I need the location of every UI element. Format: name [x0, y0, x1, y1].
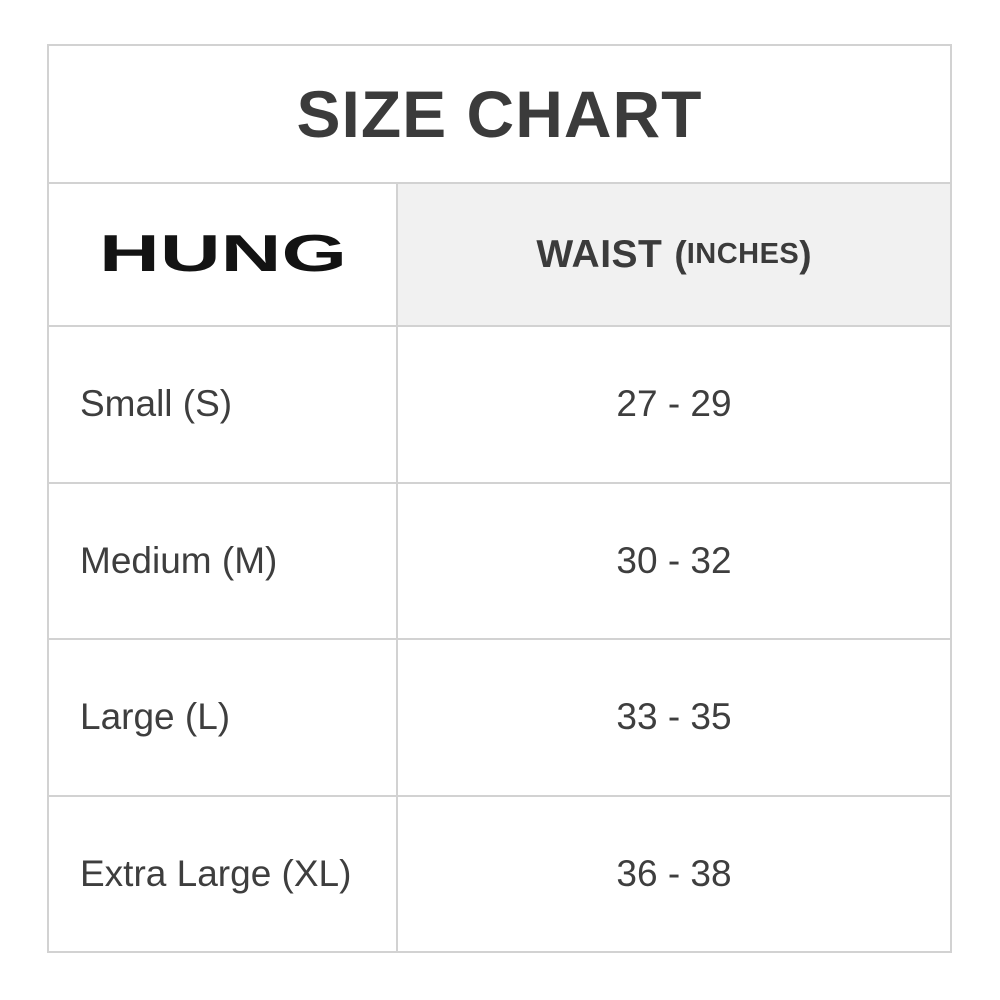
- title-row: SIZE CHART: [49, 46, 950, 184]
- brand-logo-text: HUNG: [99, 228, 347, 282]
- waist-column-header: WAIST (INCHES): [398, 184, 950, 325]
- size-chart-table: SIZE CHART HUNG WAIST (INCHES) Small (S) …: [47, 44, 952, 953]
- brand-logo: HUNG: [99, 228, 347, 282]
- size-cell: Large (L): [49, 640, 398, 795]
- waist-cell: 33 - 35: [616, 696, 732, 738]
- size-cell: Medium (M): [49, 483, 398, 638]
- size-cell: Small (S): [49, 327, 398, 482]
- table-row: Medium (M) 30 - 32: [49, 483, 950, 640]
- size-cell: Extra Large (XL): [49, 796, 398, 951]
- waist-header-label: WAIST: [536, 232, 663, 276]
- waist-header-unit: INCHES: [686, 238, 800, 270]
- size-column-header: HUNG: [49, 184, 398, 325]
- waist-header-paren-open: (: [674, 233, 687, 275]
- waist-header-paren-close: ): [799, 233, 812, 275]
- table-row: Small (S) 27 - 29: [49, 327, 950, 484]
- header-row: HUNG WAIST (INCHES): [49, 184, 950, 327]
- table-row: Large (L) 33 - 35: [49, 640, 950, 797]
- chart-title: SIZE CHART: [296, 77, 703, 151]
- waist-cell: 36 - 38: [616, 852, 732, 894]
- table-row: Extra Large (XL) 36 - 38: [49, 796, 950, 951]
- waist-cell: 30 - 32: [616, 539, 732, 581]
- waist-cell: 27 - 29: [616, 383, 732, 425]
